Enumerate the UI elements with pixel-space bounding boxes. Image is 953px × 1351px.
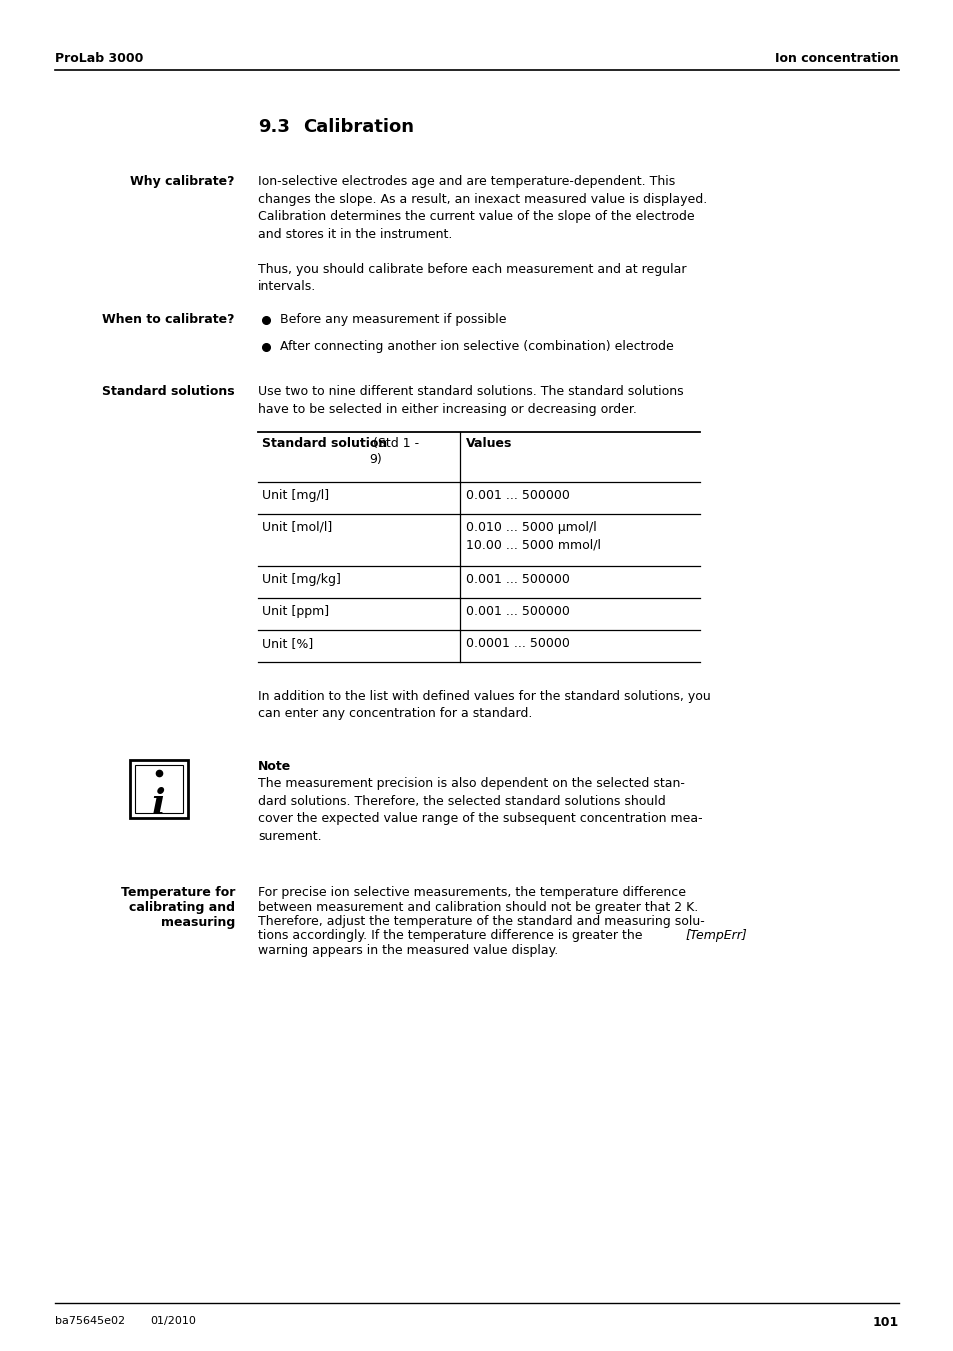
Text: tions accordingly. If the temperature difference is greater the: tions accordingly. If the temperature di… [257,929,698,943]
Text: Note: Note [257,761,291,773]
Text: In addition to the list with defined values for the standard solutions, you
can : In addition to the list with defined val… [257,690,710,720]
Text: between measurement and calibration should not be greater that 2 K.: between measurement and calibration shou… [257,901,698,913]
Text: Standard solution: Standard solution [262,436,387,450]
Text: ba75645e02: ba75645e02 [55,1316,125,1325]
Text: Ion-selective electrodes age and are temperature-dependent. This
changes the slo: Ion-selective electrodes age and are tem… [257,176,706,240]
Text: warning appears in the measured value display.: warning appears in the measured value di… [257,944,558,957]
Text: Use two to nine different standard solutions. The standard solutions
have to be : Use two to nine different standard solut… [257,385,683,416]
Text: When to calibrate?: When to calibrate? [102,313,234,326]
Text: Why calibrate?: Why calibrate? [131,176,234,188]
Text: Standard solutions: Standard solutions [102,385,234,399]
Text: Calibration: Calibration [303,118,414,136]
Text: Values: Values [465,436,512,450]
Text: ProLab 3000: ProLab 3000 [55,51,143,65]
Text: Thus, you should calibrate before each measurement and at regular
intervals.: Thus, you should calibrate before each m… [257,263,686,293]
Text: [TempErr]: [TempErr] [685,929,747,943]
Text: Ion concentration: Ion concentration [775,51,898,65]
Bar [135,765,183,813]
Text: After connecting another ion selective (combination) electrode: After connecting another ion selective (… [280,340,673,353]
Text: calibrating and: calibrating and [129,901,234,915]
Text: (Std 1 -
9): (Std 1 - 9) [369,436,418,466]
Text: Temperature for: Temperature for [120,886,234,898]
Text: i: i [152,788,166,821]
Text: 0.001 ... 500000: 0.001 ... 500000 [465,489,569,503]
Text: 0.0001 ... 50000: 0.0001 ... 50000 [465,638,569,650]
Text: 01/2010: 01/2010 [150,1316,195,1325]
Text: Before any measurement if possible: Before any measurement if possible [280,313,506,326]
Text: For precise ion selective measurements, the temperature difference: For precise ion selective measurements, … [257,886,685,898]
Text: Unit [%]: Unit [%] [262,638,313,650]
Text: Unit [mol/l]: Unit [mol/l] [262,521,332,534]
Text: The measurement precision is also dependent on the selected stan-
dard solutions: The measurement precision is also depend… [257,777,702,843]
Text: 0.010 ... 5000 μmol/l
10.00 ... 5000 mmol/l: 0.010 ... 5000 μmol/l 10.00 ... 5000 mmo… [465,521,600,551]
Text: Unit [ppm]: Unit [ppm] [262,605,329,617]
Bar [130,761,188,817]
Text: Unit [mg/kg]: Unit [mg/kg] [262,573,340,586]
Text: Unit [mg/l]: Unit [mg/l] [262,489,329,503]
Text: 9.3: 9.3 [257,118,290,136]
Text: 101: 101 [872,1316,898,1329]
Text: measuring: measuring [161,916,234,929]
Text: 0.001 ... 500000: 0.001 ... 500000 [465,605,569,617]
Text: 0.001 ... 500000: 0.001 ... 500000 [465,573,569,586]
Text: Therefore, adjust the temperature of the standard and measuring solu-: Therefore, adjust the temperature of the… [257,915,704,928]
